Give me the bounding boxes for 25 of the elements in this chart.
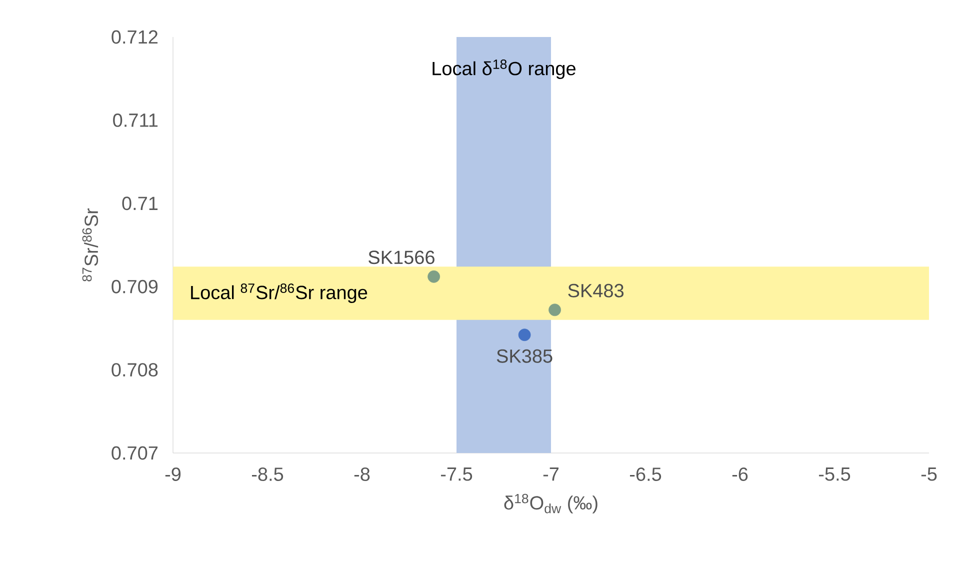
x-tick-label: -6 xyxy=(732,468,748,481)
x-axis-title: δ$^{18}$O$_{dw}$ (‰) xyxy=(504,494,598,514)
x-tick-label: -5 xyxy=(921,468,937,481)
series-label: SK483 xyxy=(568,284,624,298)
x-tick-label: -6.5 xyxy=(630,468,662,481)
x-tick-label: -9 xyxy=(165,468,181,481)
y-tick-label: 0.712 xyxy=(112,30,158,44)
x-tick-label: -5.5 xyxy=(818,468,850,481)
y-tick-label: 0.708 xyxy=(112,363,158,377)
point xyxy=(428,270,440,283)
y-tick-label: 0.709 xyxy=(112,280,158,294)
y-tick-label: 0.711 xyxy=(113,113,158,127)
band-label: Local δ$^{18}$O range xyxy=(432,60,576,80)
series-label: SK385 xyxy=(496,349,552,363)
point xyxy=(548,304,561,316)
band-label: Local $^{87}$Sr/$^{86}$Sr range xyxy=(191,284,368,303)
y-axis-title: $^{87}$Sr/$^{86}$Sr xyxy=(82,208,98,282)
x-tick-label: -7.5 xyxy=(440,468,472,481)
x-tick-label: -8 xyxy=(354,468,370,481)
y-tick-label: 0.707 xyxy=(112,446,158,460)
y-tick-label: 0.71 xyxy=(122,196,158,210)
x-tick-label: -8.5 xyxy=(252,468,284,481)
series-label: SK1566 xyxy=(368,250,434,264)
point xyxy=(518,328,531,342)
x-tick-label: -7 xyxy=(543,468,558,481)
